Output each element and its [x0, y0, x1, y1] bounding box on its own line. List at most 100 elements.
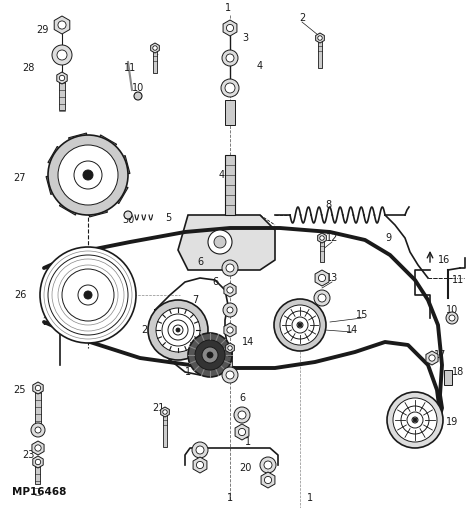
Circle shape	[226, 371, 234, 379]
Circle shape	[78, 285, 98, 305]
Polygon shape	[59, 188, 81, 215]
Circle shape	[446, 312, 458, 324]
Text: 10: 10	[446, 305, 458, 315]
Polygon shape	[235, 424, 249, 440]
Text: 24: 24	[42, 317, 54, 327]
Circle shape	[222, 260, 238, 276]
Circle shape	[280, 305, 320, 345]
Circle shape	[58, 145, 118, 205]
Circle shape	[156, 308, 200, 352]
Text: 6: 6	[212, 277, 218, 287]
Circle shape	[226, 264, 234, 272]
Polygon shape	[315, 270, 329, 286]
Polygon shape	[426, 351, 438, 365]
Polygon shape	[224, 323, 236, 337]
Circle shape	[192, 442, 208, 458]
Text: 4: 4	[257, 61, 263, 71]
Circle shape	[134, 92, 142, 100]
Circle shape	[227, 327, 233, 333]
Circle shape	[57, 50, 67, 60]
Circle shape	[264, 461, 272, 469]
Text: 1: 1	[245, 437, 251, 447]
Text: 15: 15	[356, 310, 368, 320]
Text: 7: 7	[192, 295, 198, 305]
Polygon shape	[36, 462, 40, 484]
Circle shape	[188, 333, 232, 377]
Text: 1: 1	[225, 3, 231, 13]
Text: 5: 5	[165, 213, 171, 223]
Circle shape	[62, 269, 114, 321]
Circle shape	[124, 211, 132, 219]
Circle shape	[48, 135, 128, 215]
Circle shape	[401, 406, 429, 434]
Circle shape	[260, 457, 276, 473]
Circle shape	[292, 317, 308, 333]
Circle shape	[173, 325, 183, 335]
Text: 9: 9	[385, 233, 391, 243]
Circle shape	[40, 247, 136, 343]
Text: 6: 6	[197, 257, 203, 267]
Circle shape	[35, 445, 41, 451]
Circle shape	[314, 290, 330, 306]
Circle shape	[52, 45, 72, 65]
Polygon shape	[226, 343, 234, 353]
Polygon shape	[225, 155, 235, 215]
Circle shape	[412, 417, 418, 423]
Circle shape	[202, 347, 218, 363]
Polygon shape	[316, 33, 324, 43]
Polygon shape	[33, 456, 43, 468]
Circle shape	[35, 385, 41, 391]
Polygon shape	[35, 388, 41, 426]
Text: 14: 14	[242, 337, 254, 347]
Text: 21: 21	[152, 403, 164, 413]
Polygon shape	[54, 16, 70, 34]
Circle shape	[320, 236, 324, 240]
Polygon shape	[224, 283, 236, 297]
Polygon shape	[46, 176, 73, 195]
Circle shape	[31, 423, 45, 437]
Polygon shape	[57, 72, 67, 84]
Circle shape	[387, 392, 443, 448]
Circle shape	[83, 170, 93, 180]
Circle shape	[234, 407, 250, 423]
Circle shape	[84, 291, 92, 299]
Circle shape	[226, 54, 234, 62]
Circle shape	[286, 311, 314, 339]
Text: 13: 13	[326, 273, 338, 283]
Text: 27: 27	[14, 173, 26, 183]
Text: 20: 20	[239, 463, 251, 473]
Circle shape	[208, 230, 232, 254]
Polygon shape	[95, 135, 117, 162]
Circle shape	[48, 255, 128, 335]
Circle shape	[58, 21, 66, 29]
Text: 3: 3	[242, 33, 248, 43]
Text: 12: 12	[326, 233, 338, 243]
Circle shape	[238, 411, 246, 419]
Polygon shape	[163, 412, 167, 447]
Circle shape	[162, 314, 194, 346]
Polygon shape	[101, 182, 128, 204]
Polygon shape	[33, 382, 43, 394]
Text: 19: 19	[446, 417, 458, 427]
Text: 11: 11	[452, 275, 464, 285]
Polygon shape	[68, 133, 87, 160]
Text: 10: 10	[132, 83, 144, 93]
Circle shape	[298, 323, 302, 327]
Circle shape	[297, 322, 303, 328]
Polygon shape	[161, 407, 169, 417]
Text: 4: 4	[219, 170, 225, 180]
Circle shape	[227, 307, 233, 313]
Text: 26: 26	[14, 290, 26, 300]
Polygon shape	[261, 472, 275, 488]
Text: 18: 18	[452, 367, 464, 377]
Text: 11: 11	[124, 63, 136, 73]
Circle shape	[318, 36, 322, 40]
Text: 2: 2	[152, 47, 158, 57]
Polygon shape	[59, 78, 65, 110]
Circle shape	[222, 367, 238, 383]
Circle shape	[274, 299, 326, 351]
Polygon shape	[444, 370, 452, 385]
Circle shape	[176, 328, 180, 332]
Polygon shape	[90, 190, 108, 217]
Text: 14: 14	[346, 325, 358, 335]
